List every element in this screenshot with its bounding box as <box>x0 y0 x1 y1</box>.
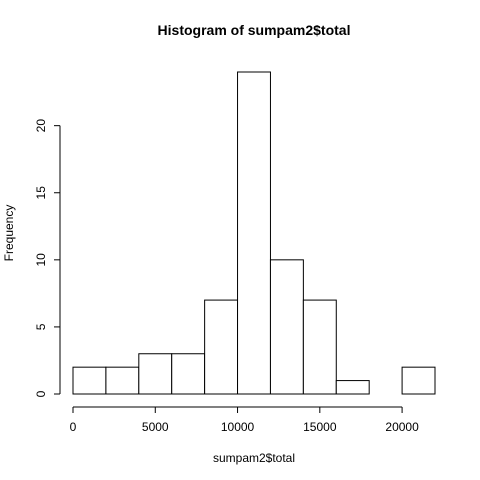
y-tick-label: 10 <box>34 253 48 267</box>
histogram-bar <box>204 299 239 395</box>
x-axis-title: sumpam2$total <box>213 451 295 465</box>
x-tick-label: 20000 <box>385 420 419 434</box>
histogram-bar <box>302 299 337 395</box>
x-tick-label: 0 <box>70 420 77 434</box>
x-tick-label: 15000 <box>303 420 337 434</box>
histogram-bar <box>269 259 304 395</box>
histogram-bar <box>171 353 206 395</box>
histogram-bar <box>401 366 436 395</box>
histogram-bar <box>105 366 140 395</box>
histogram-bar <box>138 353 173 395</box>
histogram-bars <box>72 71 436 395</box>
chart-title: Histogram of sumpam2$total <box>158 22 351 38</box>
histogram-bar <box>335 380 370 395</box>
x-tick-label: 5000 <box>142 420 169 434</box>
x-axis: 0 5000 10000 15000 20000 <box>70 406 419 434</box>
y-tick-label: 0 <box>34 390 48 397</box>
y-axis-title: Frequency <box>2 205 16 262</box>
x-tick-label: 10000 <box>221 420 255 434</box>
y-tick-label: 5 <box>34 323 48 330</box>
y-tick-label: 15 <box>34 186 48 200</box>
y-tick-label: 20 <box>34 119 48 133</box>
histogram-bar <box>72 366 107 395</box>
histogram-bar <box>237 71 271 395</box>
y-axis: 0 5 10 15 20 <box>34 119 61 397</box>
